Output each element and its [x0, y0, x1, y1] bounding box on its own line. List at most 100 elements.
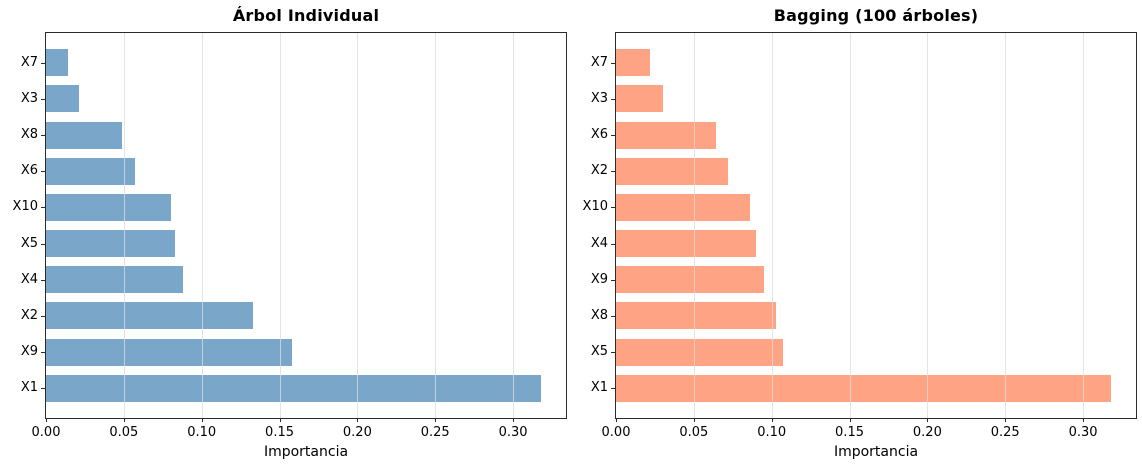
gridline: [849, 33, 851, 418]
x-tick-mark: [771, 418, 773, 422]
y-tick-label: X9: [20, 344, 38, 360]
y-tick-mark: [41, 279, 46, 281]
y-tick-mark: [41, 171, 46, 173]
y-tick-mark: [611, 135, 616, 137]
gridline: [279, 33, 281, 418]
x-tick-label: 0.15: [835, 425, 865, 440]
gridline: [201, 33, 203, 418]
bar-x8: [46, 121, 123, 149]
bar-x3: [616, 85, 663, 113]
x-tick-label: 0.30: [498, 425, 528, 440]
y-tick-label: X5: [590, 344, 608, 360]
y-tick-mark: [41, 98, 46, 100]
y-tick-label: X4: [20, 271, 38, 287]
bar-x3: [46, 85, 79, 113]
x-tick-mark: [1083, 418, 1085, 422]
y-tick-label: X2: [20, 307, 38, 323]
bar-x1: [46, 374, 542, 402]
x-tick-label: 0.00: [31, 425, 61, 440]
x-tick-mark: [1005, 418, 1007, 422]
y-tick-label: X6: [20, 163, 38, 179]
y-tick-label: X8: [590, 307, 608, 323]
y-tick-mark: [41, 207, 46, 209]
x-tick-label: 0.15: [265, 425, 295, 440]
chart-title-left: Árbol Individual: [232, 6, 380, 25]
x-tick-label: 0.10: [187, 425, 217, 440]
bar-x2: [46, 302, 254, 330]
bar-x2: [616, 157, 729, 185]
y-tick-label: X8: [20, 127, 38, 143]
gridline: [435, 33, 437, 418]
x-axis-label-left: Importancia: [263, 444, 349, 460]
gridline: [123, 33, 125, 418]
bar-x7: [616, 49, 651, 77]
x-tick-mark: [46, 418, 47, 422]
x-tick-mark: [693, 418, 695, 422]
x-axis-label-right: Importancia: [833, 444, 919, 460]
x-tick-mark: [201, 418, 203, 422]
y-tick-label: X1: [20, 380, 38, 396]
x-tick-mark: [616, 418, 617, 422]
x-tick-label: 0.20: [912, 425, 942, 440]
x-tick-mark: [435, 418, 437, 422]
gridline: [771, 33, 773, 418]
y-tick-label: X10: [12, 199, 38, 215]
y-tick-mark: [41, 352, 46, 354]
y-tick-label: X1: [590, 380, 608, 396]
gridline: [1083, 33, 1085, 418]
y-tick-label: X3: [590, 90, 608, 106]
y-tick-mark: [611, 315, 616, 317]
plot-area-left: 0.00 0.05 0.10 0.15 0.20 0.25 0.30 X7 X3 X8 X6 X10 X…: [13, 32, 567, 440]
bar-x6: [46, 157, 135, 185]
x-tick-mark: [513, 418, 515, 422]
y-tick-mark: [611, 98, 616, 100]
x-tick-label: 0.00: [601, 425, 631, 440]
x-tick-label: 0.10: [757, 425, 787, 440]
bar-x9: [46, 338, 292, 366]
x-tick-mark: [927, 418, 929, 422]
y-tick-mark: [611, 171, 616, 173]
bar-x6: [616, 121, 716, 149]
y-tick-mark: [41, 243, 46, 245]
y-tick-mark: [611, 388, 616, 390]
y-tick-label: X4: [590, 235, 608, 251]
gridline: [1005, 33, 1007, 418]
x-tick-label: 0.05: [679, 425, 709, 440]
y-tick-label: X2: [590, 163, 608, 179]
gridline: [693, 33, 695, 418]
bar-x4: [46, 266, 183, 294]
y-tick-mark: [41, 62, 46, 64]
y-tick-mark: [611, 207, 616, 209]
plot-area-right: 0.00 0.05 0.10 0.15 0.20 0.25 0.30 X7 X3 X6 X2 X10 X…: [583, 32, 1137, 440]
x-tick-mark: [357, 418, 359, 422]
y-tick-mark: [611, 279, 616, 281]
y-tick-mark: [41, 135, 46, 137]
x-tick-label: 0.05: [109, 425, 139, 440]
y-tick-label: X3: [20, 90, 38, 106]
y-tick-mark: [611, 62, 616, 64]
y-tick-mark: [611, 352, 616, 354]
y-tick-label: X7: [590, 54, 608, 70]
x-tick-mark: [123, 418, 125, 422]
bar-x5: [46, 230, 176, 258]
gridline: [927, 33, 929, 418]
bar-x8: [616, 302, 777, 330]
bar-x7: [46, 49, 68, 77]
x-tick-label: 0.25: [420, 425, 450, 440]
x-tick-mark: [849, 418, 851, 422]
x-tick-mark: [279, 418, 281, 422]
gridline: [357, 33, 359, 418]
x-tick-label: 0.25: [990, 425, 1020, 440]
bar-x4: [616, 230, 757, 258]
y-tick-label: X9: [590, 271, 608, 287]
y-tick-label: X5: [20, 235, 38, 251]
chart-title-right: Bagging (100 árboles): [773, 6, 979, 25]
bar-x10: [616, 193, 750, 221]
x-tick-label: 0.20: [342, 425, 372, 440]
y-tick-label: X10: [582, 199, 608, 215]
bar-x5: [616, 338, 783, 366]
bar-x10: [46, 193, 171, 221]
bar-x9: [616, 266, 764, 294]
